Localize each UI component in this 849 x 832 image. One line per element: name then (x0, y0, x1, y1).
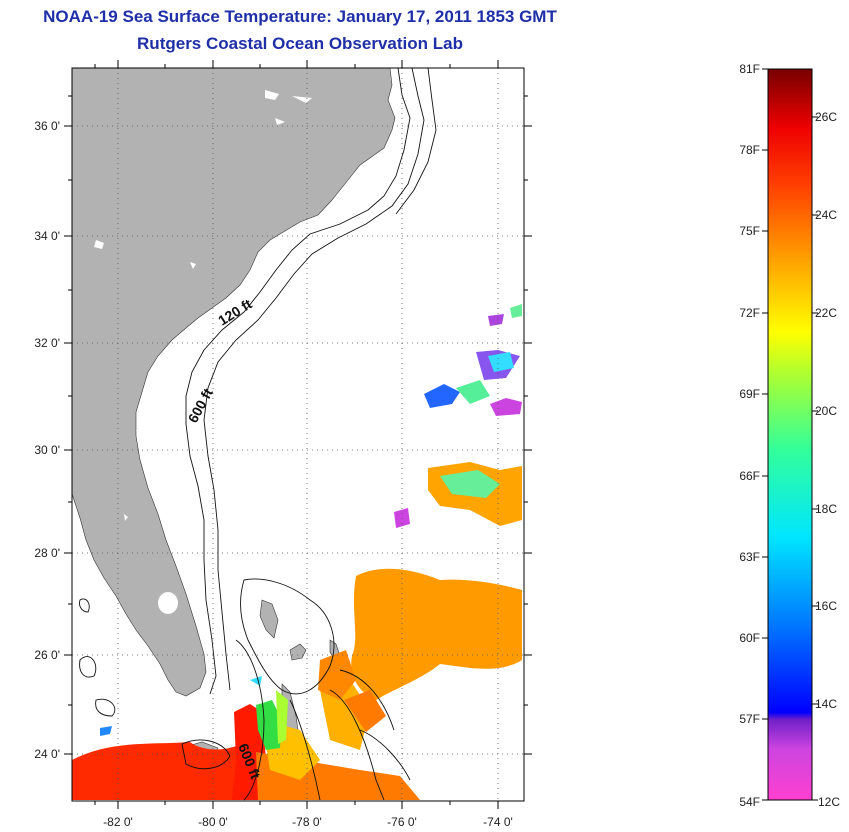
axis-ticks (64, 60, 532, 809)
cb-label-63f: 63F (739, 550, 760, 564)
lon-label-80: -80 0' (198, 815, 228, 829)
cb-label-22c: 22C (815, 306, 837, 320)
lon-label-78: -78 0' (292, 815, 322, 829)
cb-label-12c: 12C (818, 795, 840, 809)
graticule (72, 68, 524, 801)
map-frame (71, 67, 525, 802)
cb-label-60f: 60F (739, 631, 760, 645)
cb-label-81f: 81F (739, 62, 760, 76)
cb-label-57f: 57F (739, 712, 760, 726)
cb-label-75f: 75F (739, 224, 760, 238)
map-subtitle: Rutgers Coastal Ocean Observation Lab (137, 34, 463, 53)
cb-label-66f: 66F (739, 469, 760, 483)
map-title: NOAA-19 Sea Surface Temperature: January… (43, 7, 557, 26)
cb-label-72f: 72F (739, 306, 760, 320)
colorbar: 81F 78F 75F 72F 69F 66F 63F 60F 57F 54F … (739, 62, 840, 809)
lat-label-30: 30 0' (34, 443, 60, 457)
lat-label-24: 24 0' (34, 747, 60, 761)
lon-label-74: -74 0' (483, 815, 513, 829)
cb-label-54f: 54F (739, 795, 760, 809)
map-panel: 120 ft 600 ft 600 ft (34, 60, 532, 829)
cb-label-14c: 14C (815, 697, 837, 711)
latitude-labels: 36 0' 34 0' 32 0' 30 0' 28 0' 26 0' 24 0… (34, 119, 60, 761)
lon-label-82: -82 0' (103, 815, 133, 829)
cb-label-20c: 20C (815, 404, 837, 418)
cb-label-24c: 24C (815, 208, 837, 222)
cb-label-26c: 26C (815, 110, 837, 124)
lat-label-26: 26 0' (34, 648, 60, 662)
colorbar-fahrenheit-labels: 81F 78F 75F 72F 69F 66F 63F 60F 57F 54F (739, 62, 760, 809)
lake-okeechobee (158, 592, 178, 614)
bathymetry-contours (79, 68, 437, 801)
colorbar-celsius-labels: 26C 24C 22C 20C 18C 16C 14C 12C (815, 110, 840, 809)
lat-label-36: 36 0' (34, 119, 60, 133)
lat-label-34: 34 0' (34, 229, 60, 243)
cb-label-18c: 18C (815, 502, 837, 516)
cb-label-78f: 78F (739, 143, 760, 157)
lat-label-28: 28 0' (34, 546, 60, 560)
cb-label-69f: 69F (739, 387, 760, 401)
colorbar-gradient (767, 68, 813, 801)
cb-label-16c: 16C (815, 599, 837, 613)
lon-label-76: -76 0' (387, 815, 417, 829)
lat-label-32: 32 0' (34, 336, 60, 350)
longitude-labels: -82 0' -80 0' -78 0' -76 0' -74 0' (103, 815, 513, 829)
land-mass (72, 68, 396, 697)
